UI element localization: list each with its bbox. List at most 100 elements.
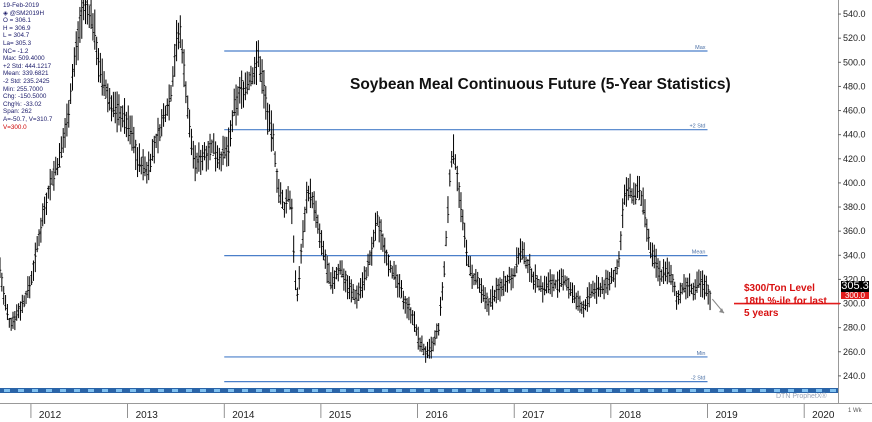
annotation-arrow-head [719, 308, 724, 314]
info-panel: 19-Feb-2019 ◈ @SM2019H O = 306.1 H = 306… [3, 2, 73, 131]
y-tick-label: 340.0 [843, 250, 866, 260]
info-line-red: V=300.0 [3, 123, 27, 131]
stat-label: Mean [692, 250, 706, 256]
time-strip-segment [102, 389, 108, 392]
y-tick-label: 400.0 [843, 178, 866, 188]
y-tick-label: 540.0 [843, 9, 866, 19]
y-tick-label: 320.0 [843, 274, 866, 284]
time-strip-segment [536, 389, 542, 392]
time-strip-segment [704, 389, 710, 392]
time-strip-segment [326, 389, 332, 392]
time-strip-segment [606, 389, 612, 392]
time-strip-segment [396, 389, 402, 392]
info-line: L = 304.7 [3, 32, 30, 40]
time-strip-segment [494, 389, 500, 392]
time-strip-segment [760, 389, 766, 392]
interval-label: 1 Wk [848, 408, 862, 414]
info-line: H = 306.9 [3, 24, 31, 32]
time-strip-segment [466, 389, 472, 392]
time-strip-segment [354, 389, 360, 392]
time-strip-segment [186, 389, 192, 392]
time-strip-segment [144, 389, 150, 392]
time-strip-segment [158, 389, 164, 392]
time-strip-segment [200, 389, 206, 392]
time-strip-segment [774, 389, 780, 392]
info-symbol: ◈ @SM2019H [3, 9, 44, 17]
time-strip-segment [32, 389, 38, 392]
info-line: +2 Std: 444.1217 [3, 62, 52, 70]
time-strip-segment [340, 389, 346, 392]
y-tick-label: 480.0 [843, 81, 866, 91]
y-tick-label: 260.0 [843, 347, 866, 357]
x-tick-label: 2017 [522, 410, 545, 421]
time-strip-segment [74, 389, 80, 392]
info-line: A=-50.7, V=310.7 [3, 115, 53, 123]
time-strip-segment [620, 389, 626, 392]
time-strip-segment [312, 389, 318, 392]
annotation-300-level: $300/Ton Level 18th %-ile for last 5 yea… [744, 283, 827, 321]
last-price-tag: 305.3 300.0 [841, 280, 869, 300]
time-strip-segment [788, 389, 794, 392]
time-strip-segment [452, 389, 458, 392]
time-strip-segment [46, 389, 52, 392]
x-tick-label: 2016 [426, 410, 449, 421]
y-tick-label: 380.0 [843, 202, 866, 212]
time-strip-segment [410, 389, 416, 392]
info-date: 19-Feb-2019 [3, 2, 40, 9]
y-tick-label: 520.0 [843, 33, 866, 43]
time-strip-segment [214, 389, 220, 392]
time-strip-segment [424, 389, 430, 392]
time-strip-segment [732, 389, 738, 392]
stat-label: Max [695, 45, 706, 51]
time-strip-segment [564, 389, 570, 392]
y-tick-label: 500.0 [843, 57, 866, 67]
y-tick-label: 460.0 [843, 106, 866, 116]
time-strip-segment [522, 389, 528, 392]
time-strip-segment [382, 389, 388, 392]
stat-label: -2 Std [691, 376, 706, 382]
time-strip-segment [592, 389, 598, 392]
time-strip-segment [4, 389, 10, 392]
info-line: Max: 509.4000 [3, 55, 45, 63]
info-line: -2 Std: 235.2425 [3, 77, 50, 85]
x-tick-label: 2019 [716, 410, 739, 421]
info-line: Mean: 339.6821 [3, 70, 49, 78]
time-strip-segment [830, 389, 836, 392]
time-strip-segment [438, 389, 444, 392]
y-tick-label: 280.0 [843, 323, 866, 333]
annotation-line: 5 years [744, 308, 779, 319]
annotation-line: 18th %-ile for last [744, 295, 827, 307]
watermark: DTN ProphetX® [776, 393, 827, 400]
time-strip-segment [816, 389, 822, 392]
y-tick-label: 240.0 [843, 371, 866, 381]
time-strip-segment [270, 389, 276, 392]
info-symbol-text: @SM2019H [9, 9, 44, 17]
info-line: Chg%: -33.02 [3, 100, 42, 108]
time-strip-segment [18, 389, 24, 392]
x-tick-label: 2012 [39, 410, 62, 421]
info-line: Min: 255.7000 [3, 85, 43, 93]
y-tick-label: 360.0 [843, 226, 866, 236]
time-strip-segment [578, 389, 584, 392]
x-tick-label: 2018 [619, 410, 642, 421]
last-price-value: 305.3 [841, 280, 869, 292]
y-tick-label: 300.0 [843, 299, 866, 309]
time-strip-segment [298, 389, 304, 392]
time-strip-segment [802, 389, 808, 392]
annotation-line: $300/Ton Level [744, 283, 815, 294]
time-strip-segment [718, 389, 724, 392]
info-line: Span: 262 [3, 108, 32, 116]
stat-label: Min [697, 351, 706, 357]
time-strip-segment [746, 389, 752, 392]
time-strip-segment [256, 389, 262, 392]
time-strip-segment [508, 389, 514, 392]
time-strip-segment [368, 389, 374, 392]
info-line: La= 305.3 [3, 39, 32, 47]
time-strip-segment [676, 389, 682, 392]
x-tick-label: 2013 [136, 410, 159, 421]
time-strip-segment [480, 389, 486, 392]
time-strip-segment [88, 389, 94, 392]
time-strip-segment [130, 389, 136, 392]
info-line: O = 306.1 [3, 17, 31, 25]
